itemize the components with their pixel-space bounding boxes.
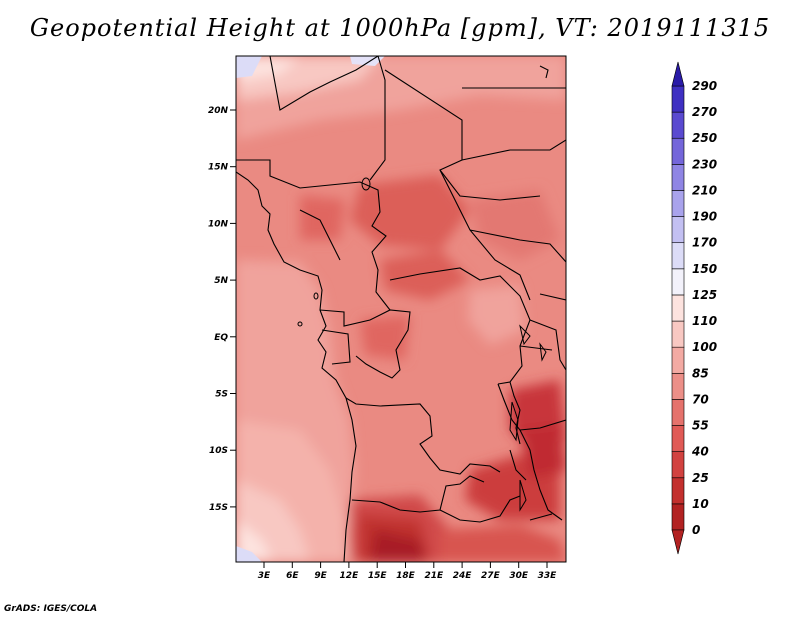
colorbar-label: 85 xyxy=(692,366,709,380)
colorbar-max-arrow xyxy=(671,61,685,87)
colorbar-label: 25 xyxy=(692,471,709,485)
lat-tick-label: 15N xyxy=(208,163,229,173)
colorbar-segment xyxy=(671,372,685,400)
lon-tick-label: 21E xyxy=(424,571,444,581)
credit-text: GrADS: IGES/COLA xyxy=(4,604,98,614)
colorbar-segment xyxy=(671,268,685,296)
colorbar-label: 10 xyxy=(692,497,709,511)
colorbar-segment xyxy=(671,451,685,479)
colorbar-segment xyxy=(671,346,685,374)
colorbar-segment xyxy=(671,425,685,452)
lat-tick-label: 5S xyxy=(215,390,228,400)
lon-tick-label: 27E xyxy=(481,571,501,581)
page-title: Geopotential Height at 1000hPa [gpm], VT… xyxy=(29,14,771,42)
lon-tick-label: 6E xyxy=(286,571,299,581)
colorbar-segment xyxy=(671,137,685,165)
lat-tick-label: 20N xyxy=(208,106,229,116)
colorbar-segment xyxy=(671,242,685,270)
colorbar-label: 0 xyxy=(692,523,700,537)
colorbar-segment xyxy=(671,164,685,191)
lon-tick-label: 15E xyxy=(368,571,388,581)
lat-tick-label: 15S xyxy=(209,503,228,513)
colorbar-segment xyxy=(671,320,685,348)
colorbar-label: 110 xyxy=(692,314,717,328)
colorbar-segment xyxy=(671,399,685,426)
colorbar-segment xyxy=(671,85,685,113)
lon-tick-label: 9E xyxy=(314,571,327,581)
colorbar-label: 100 xyxy=(692,340,717,354)
colorbar-segment xyxy=(671,477,685,505)
colorbar-label: 40 xyxy=(691,445,709,459)
lat-axis: 20N 15N 10N 5N EQ 5S 10S 15S xyxy=(208,106,236,513)
lon-tick-label: 12E xyxy=(340,571,360,581)
colorbar-label: 210 xyxy=(692,183,717,197)
lon-axis: 3E 6E 9E 12E 15E 18E 21E 24E 27E 30E 33E xyxy=(258,562,557,581)
lat-tick-label: 10N xyxy=(208,219,229,229)
lakes xyxy=(297,177,547,512)
lon-tick-label: 24E xyxy=(453,571,473,581)
colorbar: 0 10 25 40 55 70 85 100 110 125 150 170 190 210 230 250… xyxy=(671,61,717,555)
colorbar-label: 150 xyxy=(692,262,717,276)
colorbar-segment xyxy=(671,216,685,244)
lat-tick-label: 10S xyxy=(209,446,228,456)
colorbar-label: 55 xyxy=(692,419,709,433)
lon-tick-label: 18E xyxy=(396,571,416,581)
colorbar-label: 230 xyxy=(692,157,717,171)
lon-tick-label: 3E xyxy=(258,571,271,581)
colorbar-segment xyxy=(671,503,685,531)
country-borders xyxy=(236,56,566,562)
colorbar-label: 250 xyxy=(692,131,717,145)
lon-tick-label: 30E xyxy=(509,571,529,581)
colorbar-label: 170 xyxy=(692,236,717,250)
lon-tick-label: 33E xyxy=(538,571,558,581)
shaded-field xyxy=(236,56,566,562)
colorbar-min-arrow xyxy=(671,529,685,555)
colorbar-label: 290 xyxy=(692,79,717,93)
lat-tick-label: 5N xyxy=(214,276,228,286)
colorbar-label: 70 xyxy=(692,392,709,406)
lat-tick-label: EQ xyxy=(214,333,228,343)
colorbar-label: 270 xyxy=(692,105,717,119)
colorbar-segment xyxy=(671,190,685,217)
colorbar-label: 125 xyxy=(692,288,717,302)
colorbar-label: 190 xyxy=(692,210,717,224)
colorbar-segment xyxy=(671,294,685,322)
map-frame xyxy=(235,55,567,563)
colorbar-segment xyxy=(671,111,685,139)
